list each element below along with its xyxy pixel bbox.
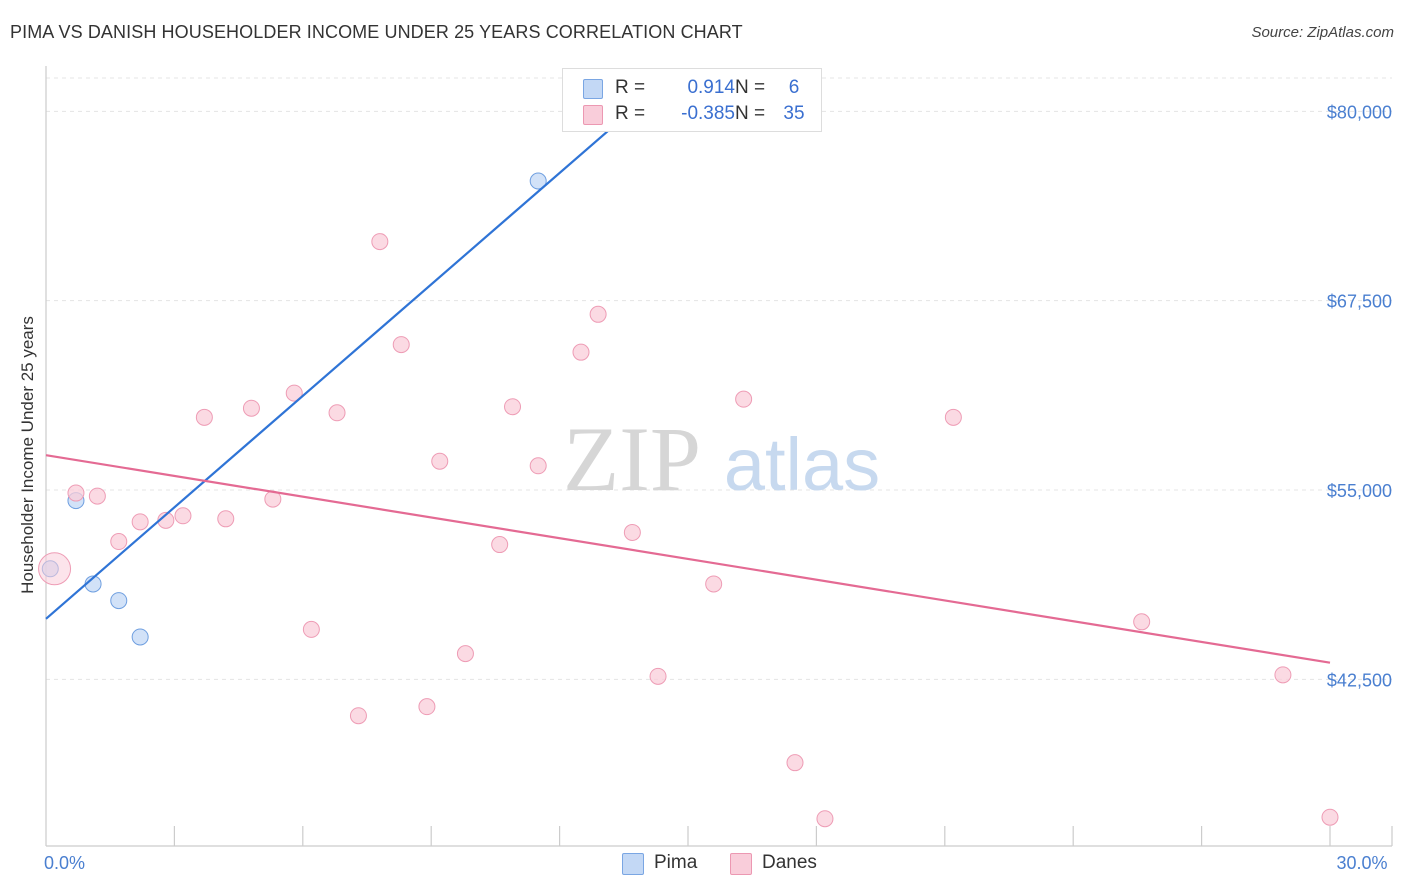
legend-n-label: N =: [735, 77, 766, 98]
data-points: [38, 172, 1339, 828]
watermark-atlas: atlas: [724, 423, 880, 506]
danes-point: [371, 233, 389, 251]
y-axis-label: Householder Income Under 25 years: [18, 316, 37, 594]
danes-point: [38, 552, 72, 586]
danes-point: [195, 408, 213, 426]
watermark-zip: ZIP: [563, 408, 701, 510]
chart-title: PIMA VS DANISH HOUSEHOLDER INCOME UNDER …: [10, 22, 743, 42]
pima-trendline: [45, 108, 634, 620]
y-tick-label: $67,500: [1327, 292, 1392, 312]
legend-r-value: -0.385: [681, 103, 735, 124]
danes-point: [572, 343, 590, 361]
legend-n-value: 6: [788, 77, 800, 98]
axes: [45, 66, 1393, 847]
danes-point: [418, 698, 436, 716]
danes-trendline: [45, 454, 1331, 664]
trendlines: [45, 108, 1331, 664]
danes-point: [131, 513, 149, 531]
danes-point: [529, 457, 547, 475]
source-credit: Source: ZipAtlas.com: [1251, 24, 1394, 41]
y-tick-labels: $80,000 $67,500 $55,000 $42,500: [1327, 102, 1392, 690]
pima-point: [131, 628, 149, 646]
danes-point: [456, 645, 474, 663]
danes-point: [431, 452, 449, 470]
y-tick-label: $55,000: [1327, 481, 1392, 501]
legend-swatch-danes: [583, 105, 603, 125]
legend-n-label: N =: [735, 103, 766, 124]
legend-r-label: R =: [615, 103, 646, 124]
y-tick-label: $42,500: [1327, 670, 1392, 690]
danes-point: [392, 336, 410, 354]
legend-swatch-danes: [730, 853, 752, 875]
danes-point: [67, 484, 85, 502]
pima-point: [110, 592, 128, 610]
legend-swatch-pima: [583, 79, 603, 99]
danes-point: [349, 707, 367, 725]
danes-point: [705, 575, 723, 593]
legend-r-label: R =: [615, 77, 646, 98]
legend-label-danes: Danes: [762, 852, 817, 873]
danes-point: [623, 523, 641, 541]
danes-point: [786, 754, 804, 772]
danes-point: [735, 390, 753, 408]
danes-point: [217, 510, 235, 528]
danes-point: [649, 667, 667, 685]
danes-point: [328, 404, 346, 422]
danes-point: [816, 810, 834, 828]
legend-label-pima: Pima: [654, 852, 698, 873]
danes-point: [242, 399, 260, 417]
danes-point: [88, 487, 106, 505]
x-tick-labels: 0.0% 30.0%: [44, 853, 1388, 873]
danes-point: [1321, 808, 1339, 826]
legend-r-value: 0.914: [687, 77, 735, 98]
legend-n-value: 35: [783, 103, 805, 124]
danes-point: [285, 384, 303, 402]
danes-point: [1133, 613, 1151, 631]
x-tick-label: 30.0%: [1336, 853, 1387, 873]
danes-point: [174, 507, 192, 525]
pima-point: [529, 172, 547, 190]
danes-point: [302, 620, 320, 638]
legend-swatch-pima: [622, 853, 644, 875]
correlation-legend: R = 0.914 N = 6 R = -0.385 N = 35: [562, 68, 822, 132]
danes-point: [110, 533, 128, 551]
danes-point: [589, 305, 607, 323]
danes-point: [504, 398, 522, 416]
danes-point: [1274, 666, 1292, 684]
x-tick-label: 0.0%: [44, 853, 85, 873]
series-legend: Pima Danes: [0, 850, 1406, 880]
danes-point: [944, 408, 962, 426]
y-tick-label: $80,000: [1327, 102, 1392, 122]
danes-point: [491, 536, 509, 554]
